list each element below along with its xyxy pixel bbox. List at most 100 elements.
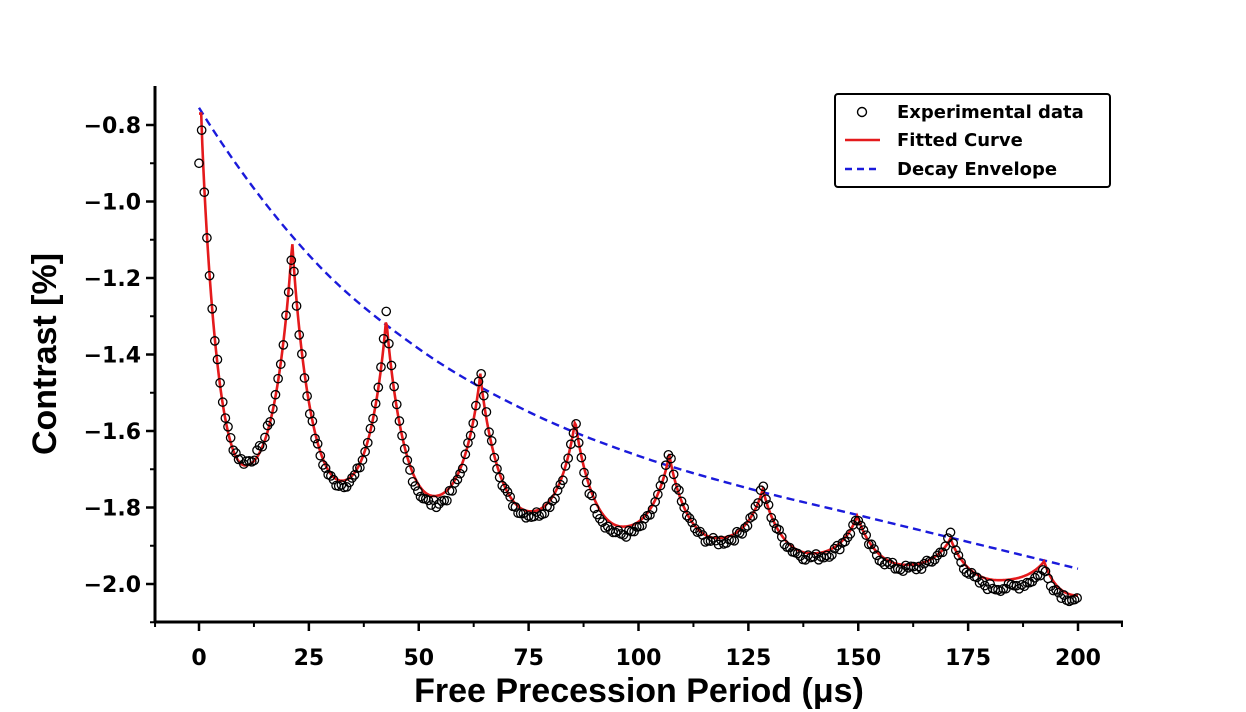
data-point-11 xyxy=(223,421,233,432)
data-point-255 xyxy=(866,539,877,550)
data-point-187 xyxy=(687,517,697,528)
data-point-64 xyxy=(362,437,373,448)
data-point-6 xyxy=(209,336,220,346)
data-point-8 xyxy=(215,377,225,388)
data-point-45 xyxy=(312,438,323,449)
y-tick-label-1: −1.8 xyxy=(84,497,141,522)
data-point-78 xyxy=(399,443,410,454)
data-point-113 xyxy=(492,463,502,474)
data-point-133 xyxy=(544,502,555,513)
legend-box xyxy=(834,93,1111,188)
data-point-79 xyxy=(402,455,413,466)
data-point-296 xyxy=(974,577,985,588)
x-tick-label-5: 125 xyxy=(725,646,771,671)
data-point-98 xyxy=(452,474,463,485)
data-point-317 xyxy=(1030,572,1040,583)
y-tick-label-4: −1.2 xyxy=(84,267,141,292)
data-point-272 xyxy=(911,564,922,575)
decay-envelope-layer xyxy=(197,107,1079,570)
data-point-285 xyxy=(945,527,956,538)
data-point-14 xyxy=(231,448,241,458)
data-point-69 xyxy=(376,362,386,372)
data-point-58 xyxy=(347,473,357,483)
data-point-263 xyxy=(887,557,898,568)
data-point-25 xyxy=(260,432,270,443)
data-point-120 xyxy=(510,502,521,512)
data-point-12 xyxy=(225,432,236,443)
data-point-117 xyxy=(502,487,513,497)
y-tick-label-2: −1.6 xyxy=(84,420,141,445)
data-point-104 xyxy=(468,418,479,429)
data-point-179 xyxy=(666,453,676,464)
data-point-325 xyxy=(1051,585,1061,595)
data-point-0 xyxy=(194,158,204,169)
data-point-326 xyxy=(1053,587,1064,598)
legend-swatch-experimental-data xyxy=(856,106,868,118)
data-point-300 xyxy=(985,579,995,589)
data-point-31 xyxy=(275,359,286,370)
tick-marks xyxy=(146,123,1123,631)
data-point-238 xyxy=(821,550,832,561)
x-tick-label-0: 0 xyxy=(191,646,206,671)
data-point-143 xyxy=(571,418,581,429)
data-point-148 xyxy=(584,488,595,499)
data-point-278 xyxy=(927,556,937,567)
data-point-235 xyxy=(813,554,824,565)
data-point-129 xyxy=(534,511,545,521)
data-point-281 xyxy=(935,547,945,558)
data-point-112 xyxy=(489,452,500,463)
data-point-165 xyxy=(629,526,639,537)
data-point-107 xyxy=(476,369,487,379)
data-point-209 xyxy=(745,513,755,523)
data-point-256 xyxy=(869,544,879,554)
data-point-287 xyxy=(950,545,961,555)
data-point-314 xyxy=(1022,577,1032,588)
data-point-24 xyxy=(257,441,268,452)
data-point-3 xyxy=(202,233,212,243)
data-point-175 xyxy=(655,480,666,491)
data-point-289 xyxy=(956,557,966,568)
x-axis-title: Free Precession Period (μs) xyxy=(414,672,864,710)
data-point-41 xyxy=(302,391,312,401)
data-point-109 xyxy=(481,407,492,417)
data-point-7 xyxy=(212,354,223,365)
data-point-145 xyxy=(576,452,587,463)
data-point-68 xyxy=(373,382,384,393)
data-point-118 xyxy=(505,491,516,502)
data-point-40 xyxy=(299,373,310,383)
data-point-94 xyxy=(442,495,452,506)
data-point-108 xyxy=(478,390,489,401)
data-point-212 xyxy=(753,498,763,508)
data-point-46 xyxy=(315,450,326,461)
data-point-111 xyxy=(486,436,497,446)
data-point-140 xyxy=(563,453,574,464)
data-point-239 xyxy=(824,552,835,562)
data-point-214 xyxy=(758,481,769,492)
data-point-142 xyxy=(568,428,579,438)
data-point-101 xyxy=(460,449,471,460)
data-point-73 xyxy=(386,360,397,371)
data-point-261 xyxy=(882,556,893,567)
legend-label-fitted-curve: Fitted Curve xyxy=(897,130,1023,151)
data-point-72 xyxy=(384,338,394,349)
data-point-77 xyxy=(397,430,407,441)
decay-envelope-line xyxy=(197,107,1079,570)
data-point-82 xyxy=(410,481,421,491)
data-point-171 xyxy=(645,510,655,520)
data-point-4 xyxy=(204,270,215,281)
data-point-63 xyxy=(360,446,370,457)
data-point-333 xyxy=(1072,593,1082,603)
data-point-332 xyxy=(1069,594,1080,605)
data-point-35 xyxy=(286,255,297,266)
data-point-48 xyxy=(320,463,331,474)
data-point-162 xyxy=(621,532,632,542)
data-point-43 xyxy=(307,416,318,427)
data-point-144 xyxy=(573,437,584,448)
data-point-185 xyxy=(681,510,692,521)
data-point-29 xyxy=(270,389,281,400)
data-point-66 xyxy=(368,413,378,424)
data-point-10 xyxy=(220,413,231,423)
data-point-207 xyxy=(740,523,750,533)
data-point-174 xyxy=(652,489,663,500)
data-point-181 xyxy=(671,482,682,493)
